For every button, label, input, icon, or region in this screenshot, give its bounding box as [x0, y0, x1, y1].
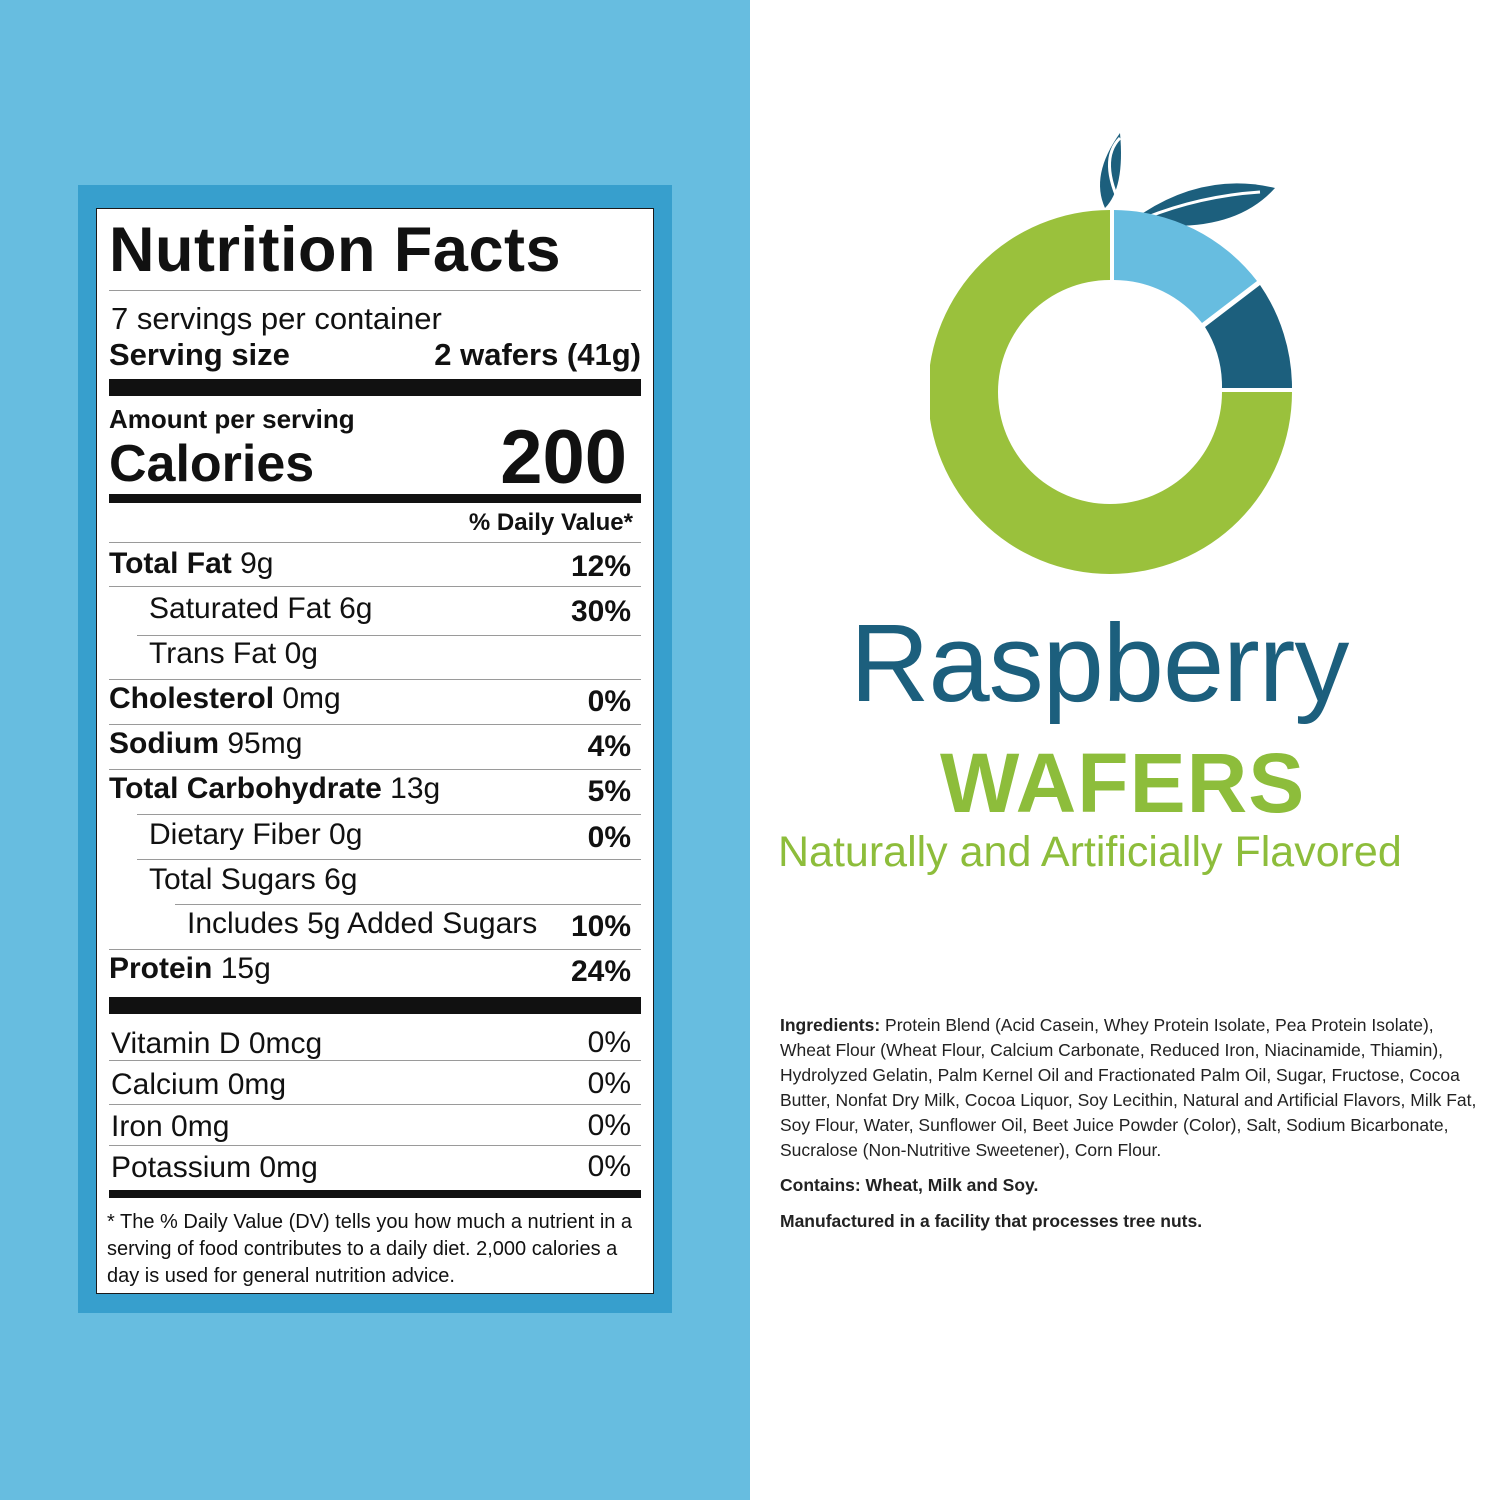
daily-value-footnote: * The % Daily Value (DV) tells you how m…: [107, 1211, 633, 1287]
amount-per-serving: Amount per serving: [109, 404, 355, 434]
calories-value: 200: [500, 415, 627, 500]
divider: [109, 586, 641, 587]
ingredients-block: Ingredients: Protein Blend (Acid Casein,…: [780, 1013, 1480, 1163]
thick-divider: [109, 997, 641, 1014]
servings-per-container: 7 servings per container: [111, 301, 442, 336]
daily-value-header: % Daily Value*: [468, 509, 633, 536]
nutrient-row-total-carbohydrate: Total Carbohydrate 13g 5%: [109, 772, 631, 808]
vitamin-row-potassium: Potassium 0mg 0%: [111, 1150, 631, 1184]
fruit-donut-logo-icon: [930, 133, 1292, 574]
vitamin-row-vitamin-d: Vitamin D 0mcg 0%: [111, 1026, 631, 1060]
allergen-contains: Contains: Wheat, Milk and Soy.: [780, 1175, 1039, 1195]
brand-name: Raspberry: [850, 602, 1349, 725]
facility-warning: Manufactured in a facility that processe…: [780, 1211, 1203, 1231]
divider: [109, 949, 641, 950]
serving-size-row: Serving size 2 wafers (41g): [109, 337, 641, 373]
medium-divider: [109, 1190, 641, 1198]
vitamin-row-iron: Iron 0mg 0%: [111, 1109, 631, 1143]
ingredients-text: Protein Blend (Acid Casein, Whey Protein…: [780, 1015, 1477, 1160]
divider: [109, 290, 641, 291]
product-panel: Raspberry WAFERS Naturally and Artificia…: [750, 0, 1500, 1500]
nutrient-row-total-sugars: Total Sugars 6g: [149, 863, 358, 896]
nutrient-row-protein: Protein 15g 24%: [109, 952, 631, 988]
divider: [109, 679, 641, 680]
nutrient-row-added-sugars: Includes 5g Added Sugars 10%: [187, 907, 631, 943]
ingredients-label: Ingredients:: [780, 1015, 881, 1035]
divider: [175, 904, 641, 905]
product-name: WAFERS: [940, 736, 1306, 830]
flavor-note: Naturally and Artificially Flavored: [778, 828, 1402, 876]
divider: [137, 635, 641, 636]
serving-size-value: 2 wafers (41g): [434, 337, 641, 372]
medium-divider: [109, 494, 641, 503]
serving-size-label: Serving size: [109, 337, 290, 372]
nutrient-row-trans-fat: Trans Fat 0g: [149, 637, 318, 670]
vitamin-row-calcium: Calcium 0mg 0%: [111, 1067, 631, 1101]
divider: [109, 724, 641, 725]
nutrient-row-saturated-fat: Saturated Fat 6g 30%: [149, 592, 631, 628]
divider: [109, 769, 641, 770]
divider: [137, 859, 641, 860]
divider: [137, 814, 641, 815]
nutrient-row-total-fat: Total Fat 9g 12%: [109, 547, 631, 583]
calories-label: Calories: [109, 435, 315, 493]
nutrition-facts-label: Nutrition Facts 7 servings per container…: [96, 208, 654, 1294]
nutrient-row-cholesterol: Cholesterol 0mg 0%: [109, 682, 631, 718]
divider: [109, 542, 641, 543]
nutrient-row-dietary-fiber: Dietary Fiber 0g 0%: [149, 818, 631, 854]
nutrition-facts-title: Nutrition Facts: [109, 215, 562, 285]
thick-divider: [109, 379, 641, 396]
divider: [109, 1104, 641, 1105]
nutrient-row-sodium: Sodium 95mg 4%: [109, 727, 631, 763]
divider: [109, 1060, 641, 1061]
divider: [109, 1145, 641, 1146]
